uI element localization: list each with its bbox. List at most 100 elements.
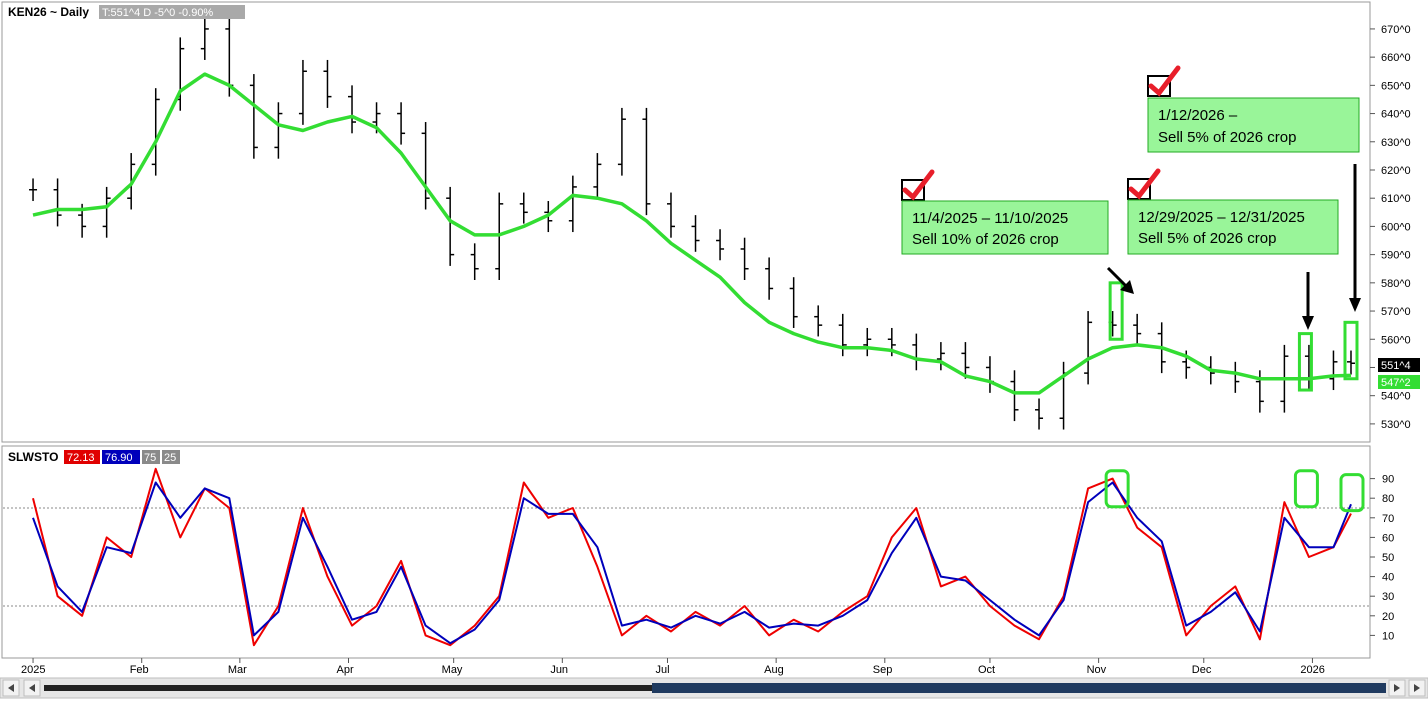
price-bar — [617, 107, 626, 176]
price-bar — [1133, 313, 1142, 345]
x-tick-label: Jul — [655, 664, 669, 676]
annotation-line-1: 11/4/2025 – 11/10/2025 — [912, 210, 1068, 227]
quote-badge — [99, 5, 245, 19]
price-bar — [961, 342, 970, 379]
x-tick-label: Nov — [1087, 664, 1107, 676]
price-bar — [789, 277, 798, 328]
x-tick-label: Sep — [873, 664, 893, 676]
price-bar — [519, 192, 528, 224]
scroll-right-icon — [1394, 684, 1400, 692]
stoch-k-line — [32, 467, 1352, 647]
x-tick-label: Aug — [764, 664, 784, 676]
horizontal-scrollbar[interactable] — [0, 677, 1428, 699]
price-tick-label: 620^0 — [1381, 165, 1411, 177]
stochastic-lines — [32, 467, 1352, 647]
x-tick-label: 2025 — [21, 664, 45, 676]
x-tick-label: Oct — [978, 664, 995, 676]
x-tick-label: Jun — [550, 664, 568, 676]
scroll-end-icon — [1414, 684, 1420, 692]
price-tick-label: 610^0 — [1381, 193, 1411, 205]
price-bar — [568, 175, 577, 233]
oscillator-highlight-box — [1293, 469, 1319, 509]
price-bar — [765, 257, 774, 300]
price-bar — [421, 122, 430, 210]
lower-level-badge — [162, 450, 180, 464]
scrollbar-thumb[interactable] — [652, 683, 1386, 693]
check-mark-icon — [1128, 168, 1161, 200]
indicator-tick-label: 70 — [1382, 513, 1394, 525]
price-tick-label: 580^0 — [1381, 278, 1411, 290]
price-bar — [323, 59, 332, 108]
x-tick-label: Mar — [228, 664, 247, 676]
price-tick-label: 600^0 — [1381, 221, 1411, 233]
x-tick-label: Feb — [130, 664, 149, 676]
indicator-tick-label: 90 — [1382, 474, 1394, 486]
scroll-home-icon — [8, 684, 14, 692]
indicator-tick-label: 30 — [1382, 591, 1394, 603]
k-value: 72.13 — [67, 452, 95, 464]
x-tick-label: 2026 — [1300, 664, 1324, 676]
price-bar — [814, 305, 823, 337]
price-tick-label: 630^0 — [1381, 137, 1411, 149]
price-tick-label: 540^0 — [1381, 391, 1411, 403]
arrow-annotation-3 — [1349, 164, 1361, 312]
stoch-d-line — [32, 481, 1352, 645]
price-tick-label: 640^0 — [1381, 109, 1411, 121]
price-bar — [274, 102, 283, 159]
annotation-box — [1127, 199, 1339, 255]
indicator-tick-label: 50 — [1382, 552, 1394, 564]
price-bar — [666, 192, 675, 238]
indicator-tick-label: 40 — [1382, 572, 1394, 584]
price-highlight-box — [1108, 281, 1124, 341]
price-tick-label: 670^0 — [1381, 24, 1411, 36]
price-tick-label: 590^0 — [1381, 250, 1411, 262]
annotation-line-1: 12/29/2025 – 12/31/2025 — [1138, 209, 1305, 226]
moving-average-line — [32, 72, 1352, 395]
price-bar — [102, 186, 111, 238]
upper-level-badge — [142, 450, 160, 464]
annotation-line-1: 1/12/2026 – — [1158, 107, 1238, 124]
annotation-line-2: Sell 5% of 2026 crop — [1158, 129, 1296, 146]
upper-level: 75 — [144, 452, 156, 464]
moving-average — [32, 72, 1352, 395]
indicator-name: SLWSTO — [8, 450, 58, 464]
price-bar — [716, 229, 725, 261]
ma-value-flag — [1378, 375, 1420, 389]
annotation-3: 1/12/2026 – Sell 5% of 2026 crop — [1147, 65, 1360, 153]
price-tick-label: 530^0 — [1381, 419, 1411, 431]
price-bar — [1346, 350, 1355, 375]
x-tick-label: Dec — [1192, 664, 1212, 676]
price-tick-label: 560^0 — [1381, 334, 1411, 346]
price-bar — [863, 327, 872, 357]
arrow-annotation-1 — [1106, 266, 1134, 294]
check-mark-icon — [902, 169, 935, 201]
price-highlight-box — [1343, 320, 1359, 381]
price-bar — [397, 102, 406, 145]
price-bar — [1329, 350, 1338, 391]
indicator-pane[interactable] — [1, 445, 1371, 659]
signal-highlights — [1104, 281, 1365, 513]
price-bar — [642, 107, 651, 216]
annotation-1: 11/4/2025 – 11/10/2025 Sell 10% of 2026 … — [901, 169, 1109, 255]
price-bar — [1010, 370, 1019, 422]
annotation-2: 12/29/2025 – 12/31/2025 Sell 5% of 2026 … — [1127, 168, 1339, 255]
k-value-badge — [64, 450, 100, 464]
annotation-line-2: Sell 10% of 2026 crop — [912, 231, 1059, 248]
last-price-value: 551^4 — [1381, 360, 1411, 372]
indicator-tick-label: 60 — [1382, 532, 1394, 544]
price-bar — [593, 153, 602, 199]
price-bar — [29, 178, 38, 202]
d-value: 76.90 — [105, 452, 133, 464]
indicator-tick-label: 80 — [1382, 493, 1394, 505]
x-axis: 2025 Feb Mar Apr May Jun Jul Aug Sep Oct Nov Dec 202… — [21, 658, 1325, 676]
indicator-axis: 90 80 70 60 50 40 30 20 10 — [1370, 474, 1394, 642]
check-mark-icon — [1148, 65, 1181, 97]
price-bar — [691, 215, 700, 252]
lower-level: 25 — [164, 452, 176, 464]
ma-value: 547^2 — [1381, 377, 1411, 389]
price-tick-label: 570^0 — [1381, 306, 1411, 318]
indicator-tick-label: 20 — [1382, 611, 1394, 623]
price-bar — [348, 85, 357, 134]
